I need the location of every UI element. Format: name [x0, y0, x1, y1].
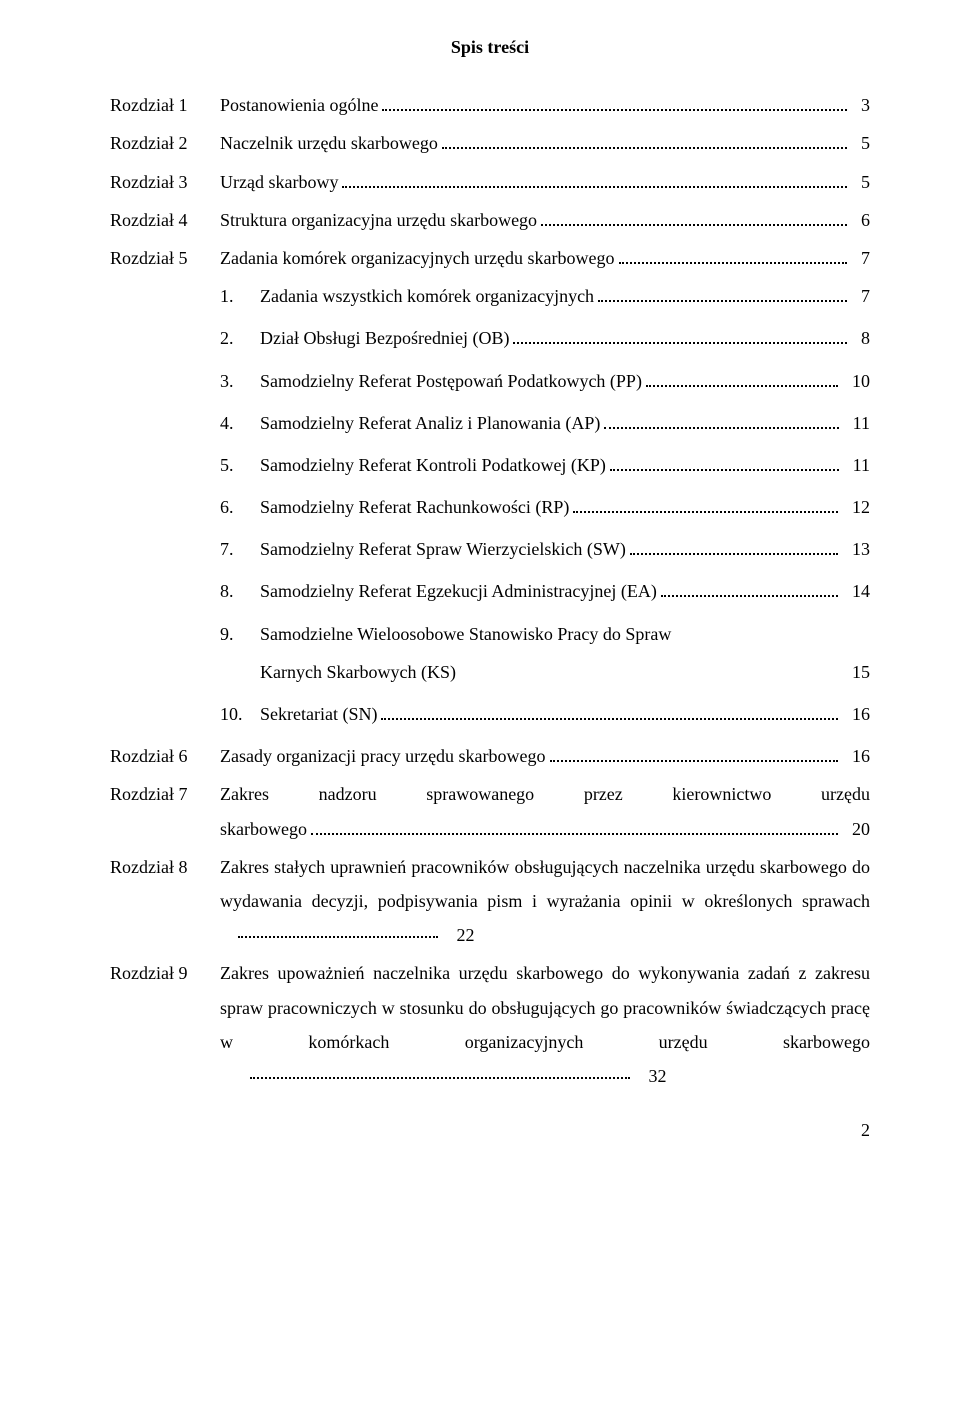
toc-sub-row: 6.Samodzielny Referat Rachunkowości (RP)… — [110, 490, 870, 528]
sub-text: Samodzielny Referat Postępowań Podatkowy… — [260, 364, 642, 398]
sub-num: 7. — [220, 532, 260, 566]
leader-dots — [630, 541, 838, 555]
leader-dots — [311, 820, 838, 834]
page-number: 7 — [861, 241, 870, 275]
sub-num: 8. — [220, 574, 260, 608]
page-number: 7 — [861, 279, 870, 313]
toc-sub-row: 8.Samodzielny Referat Egzekucji Administ… — [110, 574, 870, 612]
page-number: 22 — [457, 925, 475, 945]
page-number: 12 — [852, 490, 870, 524]
toc-sub-row: 3.Samodzielny Referat Postępowań Podatko… — [110, 364, 870, 402]
chapter-label: Rozdział 1 — [110, 88, 220, 122]
chapter-text: Urząd skarbowy — [220, 165, 338, 199]
chapter-label: Rozdział 4 — [110, 203, 220, 237]
chapter-label: Rozdział 3 — [110, 165, 220, 199]
toc-row-9: Rozdział 9 Zakres upoważnień naczelnika … — [110, 956, 870, 1093]
toc-row: Rozdział 1Postanowienia ogólne 3 — [110, 88, 870, 122]
sub-num: 3. — [220, 364, 260, 398]
page-number: 16 — [852, 739, 870, 773]
page-number: 15 — [852, 655, 870, 689]
sub-text: Samodzielny Referat Spraw Wierzycielskic… — [260, 532, 626, 566]
page-number: 14 — [852, 574, 870, 608]
page-number: 10 — [852, 364, 870, 398]
leader-dots — [619, 250, 847, 264]
sub-num: 4. — [220, 406, 260, 440]
toc-row-6: Rozdział 6 Zasady organizacji pracy urzę… — [110, 739, 870, 773]
chapter-text: Zakres stałych uprawnień pracowników obs… — [220, 857, 870, 911]
chapter-label: Rozdział 8 — [110, 850, 220, 884]
sub-text: Karnych Skarbowych (KS) — [260, 655, 456, 689]
sub-text: Samodzielne Wieloosobowe Stanowisko Prac… — [260, 617, 671, 651]
leader-dots — [646, 372, 838, 386]
toc-sub-row: 2.Dział Obsługi Bezpośredniej (OB) 8 — [110, 321, 870, 359]
page-number: 32 — [649, 1066, 667, 1086]
sub-num: 2. — [220, 321, 260, 355]
footer-page-number: 2 — [110, 1113, 870, 1147]
toc-sub-row: 1.Zadania wszystkich komórek organizacyj… — [110, 279, 870, 317]
page-number: 5 — [861, 126, 870, 160]
leader-dots — [442, 135, 847, 149]
toc-sub-row: 4.Samodzielny Referat Analiz i Planowani… — [110, 406, 870, 444]
sub-text: Zadania wszystkich komórek organizacyjny… — [260, 279, 594, 313]
page-number: 11 — [853, 448, 870, 482]
sub-text: Samodzielny Referat Analiz i Planowania … — [260, 406, 600, 440]
page-number: 6 — [861, 203, 870, 237]
toc-row-8: Rozdział 8 Zakres stałych uprawnień prac… — [110, 850, 870, 953]
chapter-text: Naczelnik urzędu skarbowego — [220, 126, 438, 160]
toc-sub-9: 9. Samodzielne Wieloosobowe Stanowisko P… — [110, 617, 870, 693]
leader-dots — [250, 1077, 630, 1079]
chapter-text: Struktura organizacyjna urzędu skarboweg… — [220, 203, 537, 237]
page-number: 11 — [853, 406, 870, 440]
leader-dots — [610, 456, 839, 470]
leader-dots — [382, 97, 847, 111]
toc-row: Rozdział 4Struktura organizacyjna urzędu… — [110, 203, 870, 237]
leader-dots — [238, 936, 438, 938]
sub-num: 6. — [220, 490, 260, 524]
sub-text: Samodzielny Referat Egzekucji Administra… — [260, 574, 657, 608]
toc-row: Rozdział 5Zadania komórek organizacyjnyc… — [110, 241, 870, 275]
chapter-label: Rozdział 6 — [110, 739, 220, 773]
leader-dots — [661, 583, 838, 597]
sub-text: Samodzielny Referat Rachunkowości (RP) — [260, 490, 569, 524]
toc-sub-10: 10. Sekretariat (SN) 16 — [110, 697, 870, 735]
page-number: 16 — [852, 697, 870, 731]
sub-text: Sekretariat (SN) — [260, 697, 377, 731]
sub-num: 10. — [220, 697, 260, 731]
toc-row: Rozdział 3Urząd skarbowy 5 — [110, 165, 870, 199]
chapter-label: Rozdział 9 — [110, 956, 220, 990]
chapter-text: Zakres upoważnień naczelnika urzędu skar… — [220, 963, 870, 1051]
sub-num: 9. — [220, 617, 260, 651]
page-number: 13 — [852, 532, 870, 566]
leader-dots — [381, 706, 838, 720]
chapter-text: skarbowego — [220, 812, 307, 846]
leader-dots — [541, 211, 847, 225]
toc-row: Rozdział 2Naczelnik urzędu skarbowego 5 — [110, 126, 870, 160]
toc-sub-row: 7.Samodzielny Referat Spraw Wierzycielsk… — [110, 532, 870, 570]
sub-num: 1. — [220, 279, 260, 313]
sub-num: 5. — [220, 448, 260, 482]
leader-dots — [573, 499, 838, 513]
chapter-label: Rozdział 7 — [110, 777, 220, 811]
chapter-text: Postanowienia ogólne — [220, 88, 378, 122]
chapter-text: Zasady organizacji pracy urzędu skarbowe… — [220, 739, 546, 773]
toc-row-7: Rozdział 7 Zakresnadzorusprawowanegoprze… — [110, 777, 870, 845]
page-number: 3 — [861, 88, 870, 122]
chapter-text: Zadania komórek organizacyjnych urzędu s… — [220, 241, 615, 275]
leader-dots — [513, 330, 847, 344]
toc-sub-row: 5.Samodzielny Referat Kontroli Podatkowe… — [110, 448, 870, 486]
chapter-label: Rozdział 5 — [110, 241, 220, 275]
page-number: 5 — [861, 165, 870, 199]
sub-text: Dział Obsługi Bezpośredniej (OB) — [260, 321, 509, 355]
chapter-text: Zakresnadzorusprawowanegoprzezkierownict… — [220, 777, 870, 811]
toc-title: Spis treści — [110, 30, 870, 64]
leader-dots — [604, 414, 838, 428]
page-number: 20 — [852, 812, 870, 846]
chapter-label: Rozdział 2 — [110, 126, 220, 160]
leader-dots — [550, 748, 838, 762]
page-number: 8 — [861, 321, 870, 355]
leader-dots — [342, 173, 847, 187]
sub-text: Samodzielny Referat Kontroli Podatkowej … — [260, 448, 606, 482]
leader-dots — [598, 288, 847, 302]
